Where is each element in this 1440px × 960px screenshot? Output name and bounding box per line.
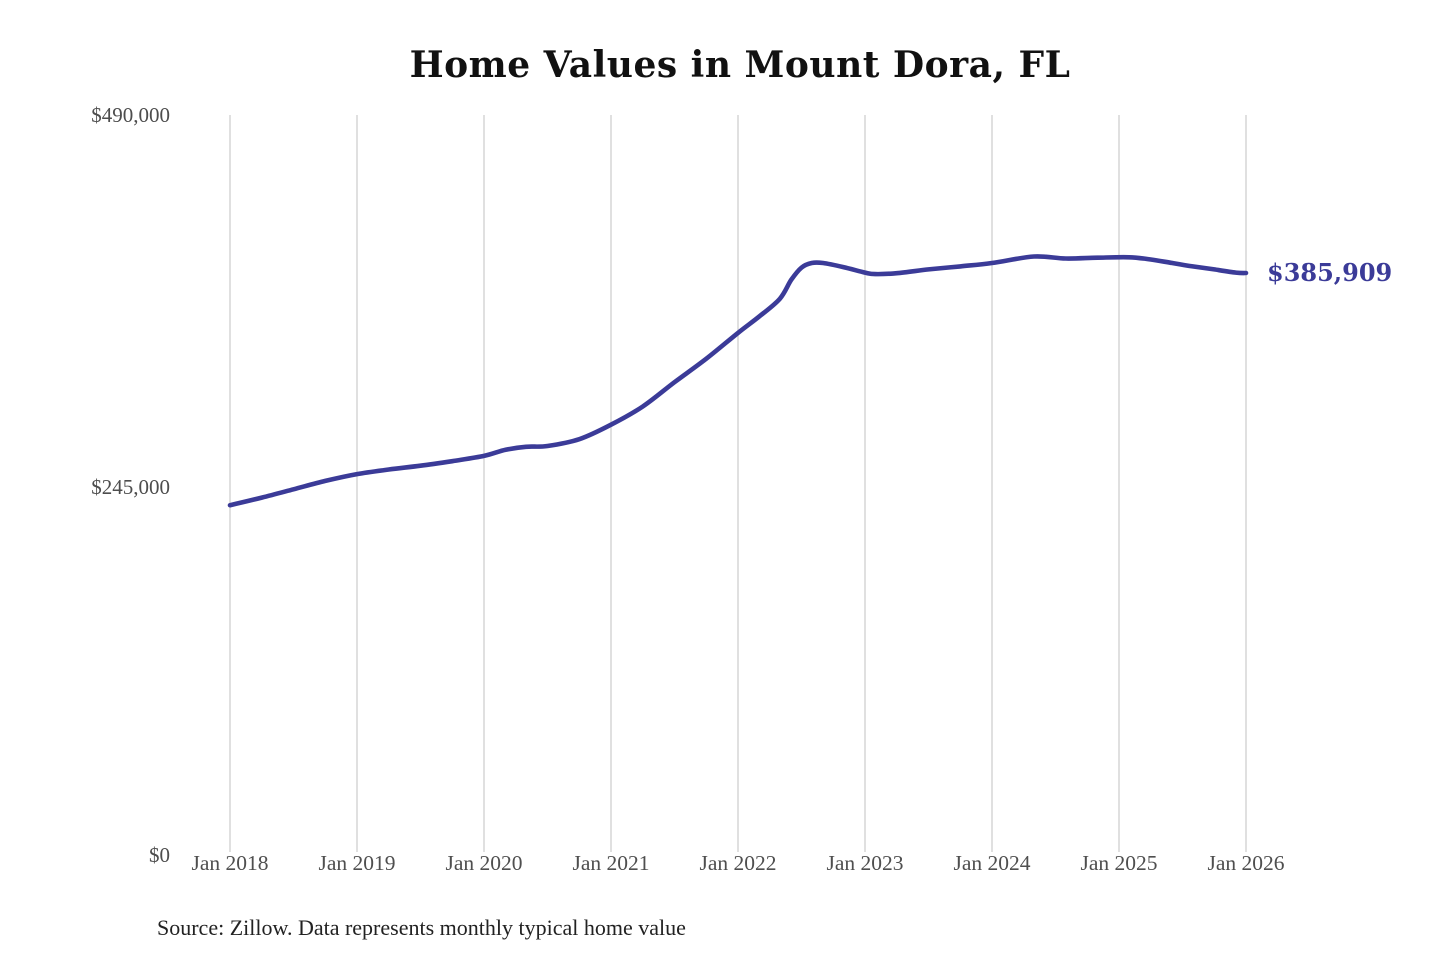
x-axis-tick-label: Jan 2025 bbox=[1080, 851, 1158, 875]
current-value-label: $385,909 bbox=[1267, 258, 1393, 288]
chart-title: Home Values in Mount Dora, FL bbox=[409, 44, 1071, 86]
x-axis-tick-label: Jan 2023 bbox=[826, 851, 904, 875]
x-axis-tick-label: Jan 2021 bbox=[572, 851, 650, 875]
source-note: Source: Zillow. Data represents monthly … bbox=[157, 915, 686, 940]
y-axis-label-245000: $245,000 bbox=[91, 475, 170, 499]
home-value-line bbox=[227, 254, 1249, 508]
y-axis-label-0: $0 bbox=[149, 843, 170, 867]
x-axis-tick-label: Jan 2019 bbox=[318, 851, 396, 875]
y-axis-label-490000: $490,000 bbox=[91, 103, 170, 127]
x-axis-tick-label: Jan 2020 bbox=[445, 851, 523, 875]
x-axis-tick-label: Jan 2024 bbox=[953, 851, 1031, 875]
x-axis-tick-label: Jan 2026 bbox=[1207, 851, 1285, 875]
x-axis-tick-label: Jan 2018 bbox=[191, 851, 269, 875]
x-axis-tick-label: Jan 2022 bbox=[699, 851, 777, 875]
